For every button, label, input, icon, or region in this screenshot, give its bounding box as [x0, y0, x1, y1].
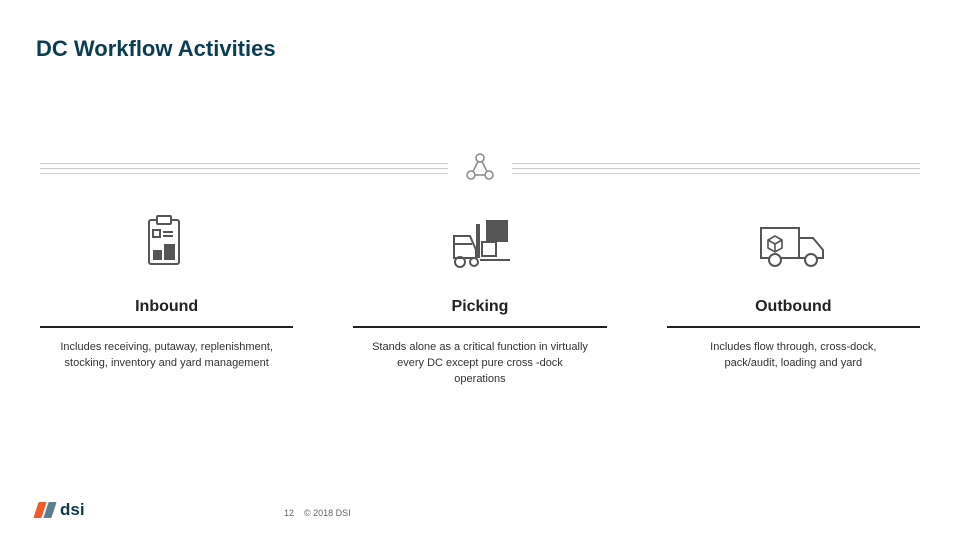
columns-row: Inbound Includes receiving, putaway, rep…	[40, 210, 920, 388]
divider-line	[40, 163, 448, 164]
horizontal-divider	[40, 148, 920, 188]
divider-lines-left	[40, 163, 448, 174]
column-outbound: Outbound Includes flow through, cross-do…	[667, 210, 920, 388]
column-divider	[40, 326, 293, 328]
clipboard-boxes-icon	[143, 210, 191, 270]
copyright-text: © 2018 DSI	[304, 508, 351, 518]
divider-line	[512, 163, 920, 164]
page-number: 12	[284, 508, 294, 518]
logo-text: dsi	[60, 500, 85, 520]
divider-line	[40, 168, 448, 169]
column-heading: Outbound	[755, 298, 831, 316]
column-heading: Inbound	[135, 298, 198, 316]
column-divider	[667, 326, 920, 328]
page-meta: 12 © 2018 DSI	[284, 508, 351, 518]
column-inbound: Inbound Includes receiving, putaway, rep…	[40, 210, 293, 388]
column-description: Includes flow through, cross-dock, pack/…	[678, 340, 908, 372]
delivery-truck-icon	[757, 210, 829, 270]
column-heading: Picking	[452, 298, 509, 316]
divider-lines-right	[512, 163, 920, 174]
column-description: Stands alone as a critical function in v…	[365, 340, 595, 388]
forklift-icon	[446, 210, 514, 270]
logo-mark-icon	[36, 502, 54, 518]
divider-line	[40, 173, 448, 174]
divider-line	[512, 173, 920, 174]
dsi-logo: dsi	[36, 500, 85, 520]
column-picking: Picking Stands alone as a critical funct…	[353, 210, 606, 388]
slide-title: DC Workflow Activities	[36, 36, 276, 62]
footer: dsi	[36, 500, 924, 520]
column-divider	[353, 326, 606, 328]
network-icon	[460, 148, 500, 188]
column-description: Includes receiving, putaway, replenishme…	[52, 340, 282, 372]
divider-line	[512, 168, 920, 169]
